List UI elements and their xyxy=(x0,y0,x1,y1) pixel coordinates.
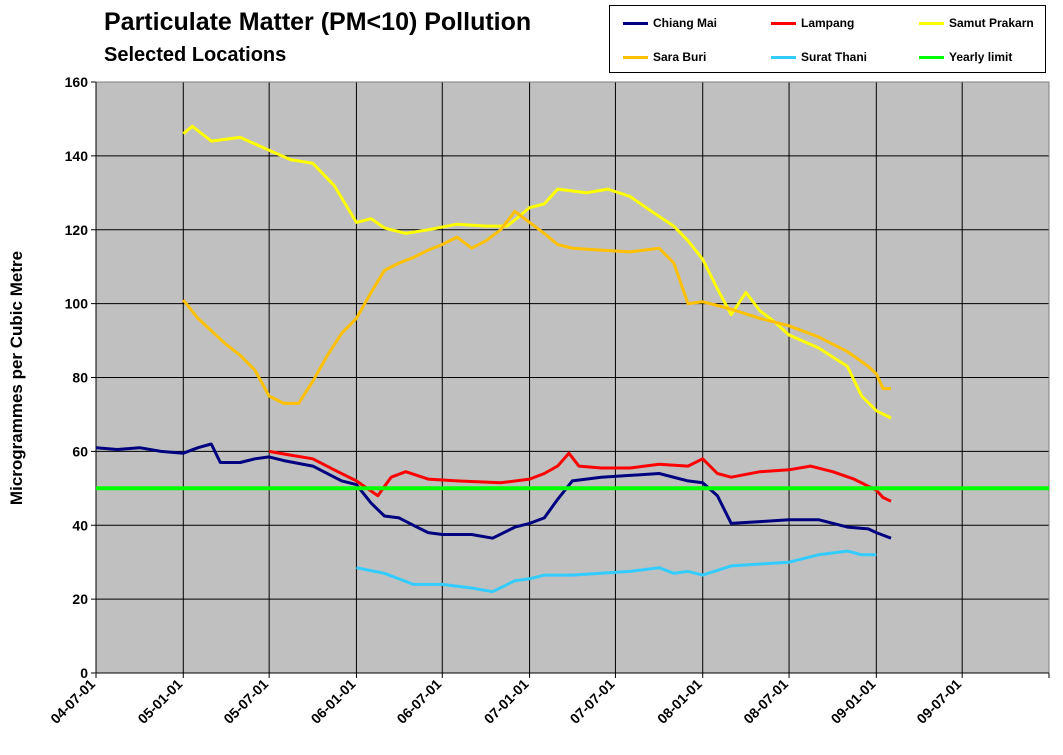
chart-subtitle: Selected Locations xyxy=(104,44,287,66)
legend-label: Sara Buri xyxy=(653,50,707,64)
x-tick-label: 04-07-01 xyxy=(47,676,98,727)
x-tick-label: 09-07-01 xyxy=(913,676,964,727)
x-tick-label: 07-07-01 xyxy=(567,676,618,727)
x-tick-label: 07-01-01 xyxy=(481,676,532,727)
legend-label: Yearly limit xyxy=(949,50,1013,64)
y-tick-label: 40 xyxy=(72,517,88,533)
legend-label: Lampang xyxy=(801,16,855,30)
legend-item-yearly-limit: Yearly limit xyxy=(919,49,1012,65)
legend-item-chiang-mai: Chiang Mai xyxy=(623,15,717,31)
legend-item-samut-prakarn: Samut Prakarn xyxy=(919,15,1034,31)
x-tick-label: 06-07-01 xyxy=(393,676,444,727)
y-tick-label: 120 xyxy=(65,222,89,238)
y-tick-label: 60 xyxy=(72,443,88,459)
x-tick-label: 08-07-01 xyxy=(740,676,791,727)
legend-item-sara-buri: Sara Buri xyxy=(623,49,706,65)
series-line-chiang-mai xyxy=(95,442,892,540)
legend-swatch xyxy=(919,55,944,59)
legend-swatch xyxy=(771,21,796,25)
legend-swatch xyxy=(771,55,796,59)
y-tick-label: 140 xyxy=(65,148,89,164)
legend-item-surat-thani: Surat Thani xyxy=(771,49,867,65)
x-tick-label: 09-01-01 xyxy=(828,676,879,727)
y-tick-label: 20 xyxy=(72,591,88,607)
y-tick-label: 0 xyxy=(80,665,88,681)
legend-swatch xyxy=(623,21,648,25)
legend-item-lampang: Lampang xyxy=(771,15,854,31)
legend-swatch xyxy=(623,55,648,59)
x-tick-label: 08-01-01 xyxy=(654,676,705,727)
y-tick-label: 80 xyxy=(72,370,88,386)
legend-swatch xyxy=(919,21,944,25)
chart-title: Particulate Matter (PM<10) Pollution xyxy=(104,8,532,36)
x-tick-label: 05-07-01 xyxy=(220,676,271,727)
legend-label: Chiang Mai xyxy=(653,16,718,30)
x-tick-label: 06-01-01 xyxy=(308,676,359,727)
series-line-surat-thani xyxy=(356,549,877,594)
x-tick-label: 05-01-01 xyxy=(134,676,185,727)
legend: Chiang Mai Lampang Samut Prakarn Sara Buri S… xyxy=(609,5,1046,73)
y-tick-label: 160 xyxy=(65,74,89,90)
series-line-sara-buri xyxy=(182,209,891,405)
legend-label: Samut Prakarn xyxy=(949,16,1034,30)
series-line-lampang xyxy=(268,449,892,503)
y-tick-label: 100 xyxy=(65,296,89,312)
legend-label: Surat Thani xyxy=(801,50,868,64)
